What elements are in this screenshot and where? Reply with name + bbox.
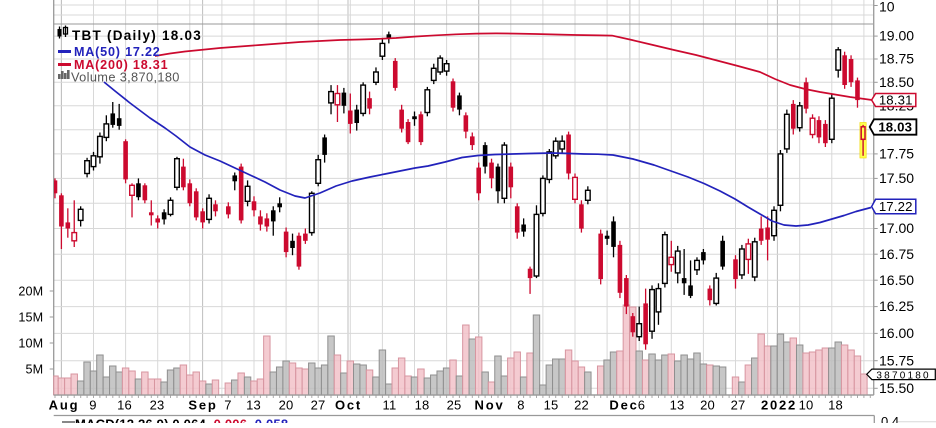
svg-text:16.00: 16.00 [879,325,914,341]
svg-text:23: 23 [150,398,165,413]
svg-text:3870180: 3870180 [876,371,930,382]
svg-text:TBT (Daily) 18.03: TBT (Daily) 18.03 [72,28,202,43]
svg-text:15.50: 15.50 [879,380,914,396]
svg-text:18.31: 18.31 [879,92,913,107]
svg-text:Volume 3,870,180: Volume 3,870,180 [71,70,180,85]
svg-text:15.75: 15.75 [879,352,914,368]
svg-text:18.75: 18.75 [879,51,914,67]
svg-text:Dec: Dec [609,398,638,413]
svg-text:17.00: 17.00 [879,220,914,236]
svg-text:0.4: 0.4 [881,414,899,423]
svg-text:20M: 20M [18,285,43,299]
svg-text:10: 10 [799,398,814,413]
svg-text:11: 11 [383,398,397,413]
svg-text:10: 10 [879,0,895,15]
svg-text:19.00: 19.00 [879,28,914,44]
svg-text:20: 20 [700,398,715,413]
svg-text:16.50: 16.50 [879,272,914,288]
svg-text:9: 9 [89,398,96,413]
svg-text:18: 18 [828,398,843,413]
svg-text:2022: 2022 [761,398,797,413]
svg-text:5M: 5M [25,363,43,377]
svg-text:17.50: 17.50 [879,170,914,186]
svg-text:18.50: 18.50 [879,74,914,90]
svg-text:10M: 10M [18,337,43,351]
svg-text:Sep: Sep [188,398,217,413]
svg-text:6: 6 [638,398,645,413]
svg-text:8: 8 [517,398,524,413]
svg-text:27: 27 [311,398,326,413]
svg-text:20: 20 [279,398,294,413]
svg-text:16: 16 [117,398,132,413]
svg-text:15M: 15M [18,311,43,325]
svg-text:16.75: 16.75 [879,246,914,262]
svg-text:25: 25 [447,398,462,413]
svg-text:13: 13 [670,398,685,413]
svg-text:22: 22 [574,398,589,413]
svg-text:7: 7 [224,398,231,413]
svg-text:17.22: 17.22 [879,199,913,214]
svg-text:13: 13 [246,398,261,413]
svg-text:27: 27 [731,398,746,413]
svg-text:18: 18 [415,398,430,413]
svg-text:MA(200) 18.31: MA(200) 18.31 [74,58,168,72]
svg-text:MA(50) 17.22: MA(50) 17.22 [74,45,161,59]
svg-text:18.03: 18.03 [878,119,912,134]
svg-text:Oct: Oct [335,398,362,413]
svg-text:Aug: Aug [49,398,80,413]
svg-text:16.25: 16.25 [879,298,914,314]
svg-text:17.75: 17.75 [879,145,914,161]
svg-text:15: 15 [544,398,559,413]
svg-text:MACD(12,26,9) 0.064, 0.006, 0.: MACD(12,26,9) 0.064, 0.006, 0.058 [75,417,288,424]
svg-text:Nov: Nov [475,398,505,413]
